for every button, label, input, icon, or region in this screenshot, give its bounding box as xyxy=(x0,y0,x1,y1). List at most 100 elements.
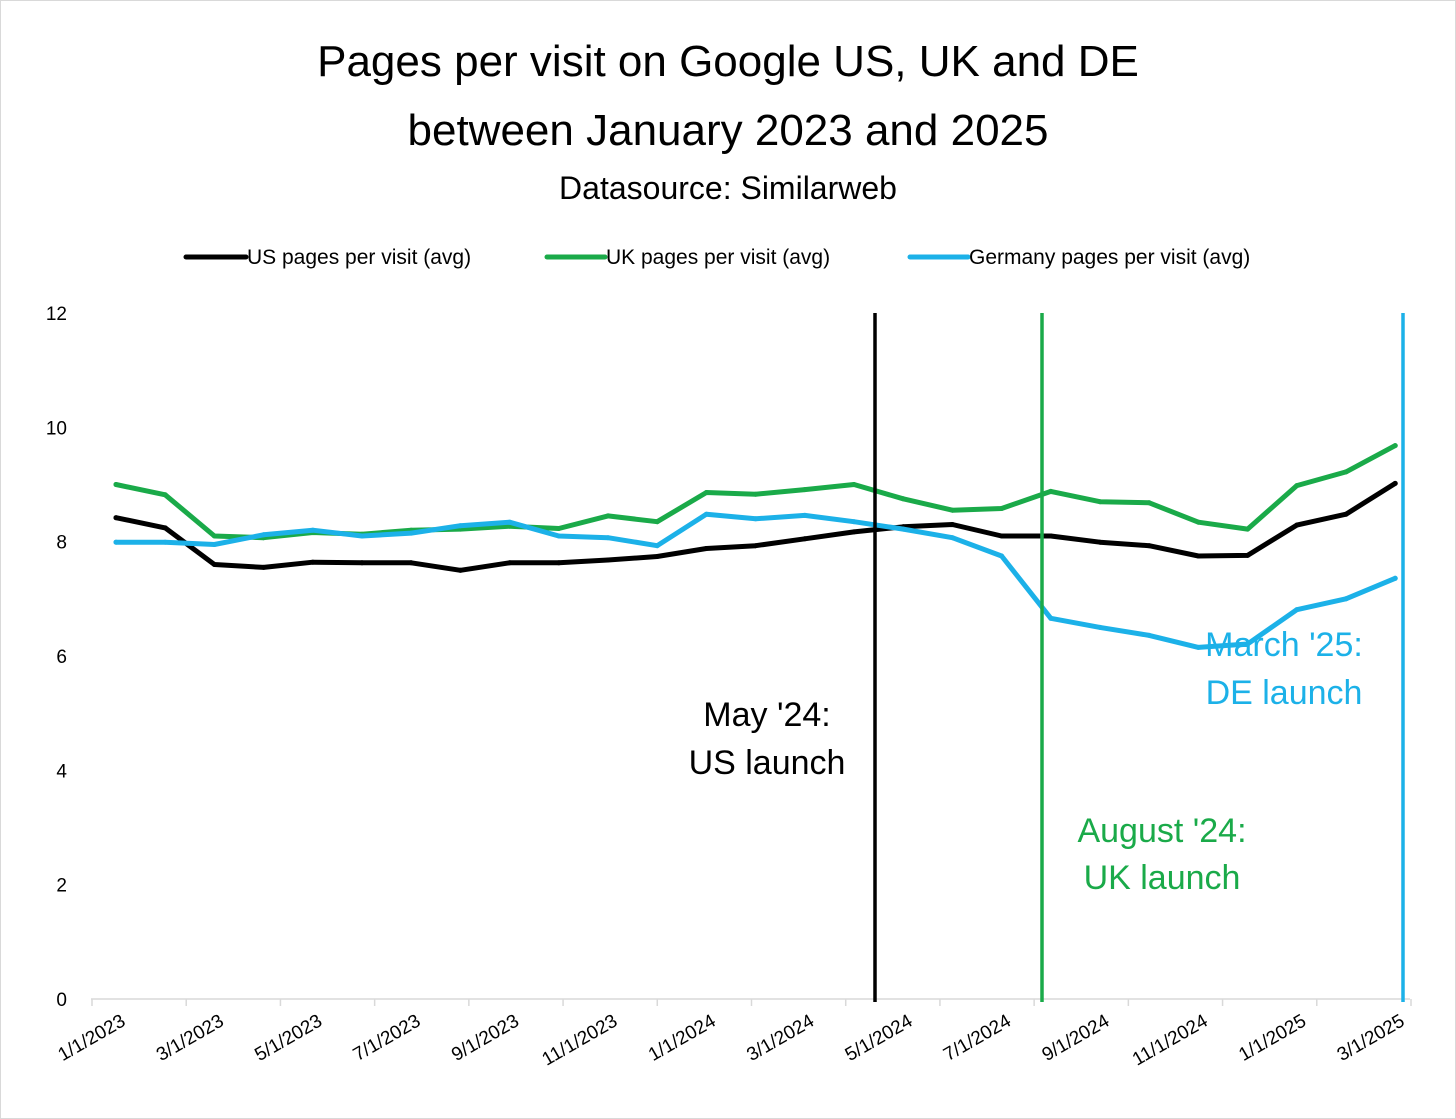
x-tick-label: 11/1/2023 xyxy=(539,1011,621,1071)
data-point xyxy=(113,482,119,487)
x-tick-label: 5/1/2023 xyxy=(251,1011,326,1066)
data-point xyxy=(1146,632,1152,638)
x-tick-label: 1/1/2024 xyxy=(645,1010,720,1065)
data-point xyxy=(1294,483,1300,489)
data-point xyxy=(703,490,709,495)
x-tick-label: 1/1/2025 xyxy=(1235,1011,1310,1066)
x-axis-ticks: 1/1/2023 3/1/2023 5/1/2023 7/1/2023 9/1/2023… xyxy=(55,1010,1409,1070)
data-point xyxy=(1245,526,1251,532)
data-point xyxy=(211,533,217,539)
data-point xyxy=(1048,615,1054,621)
legend-label-2: UK pages per visit (avg) xyxy=(606,246,830,269)
data-point xyxy=(408,560,414,566)
chart-title-line-1: Pages per visit on Google US, UK and DE xyxy=(317,37,1139,86)
series-line-2 xyxy=(113,443,1398,541)
x-tick-label: 3/1/2024 xyxy=(743,1010,818,1065)
data-point xyxy=(359,560,365,566)
y-tick-label: 2 xyxy=(56,876,67,897)
y-tick-label: 8 xyxy=(56,533,67,554)
data-point xyxy=(999,533,1005,539)
data-point xyxy=(1245,552,1251,558)
data-point xyxy=(113,539,119,545)
data-point xyxy=(1195,553,1201,559)
data-point xyxy=(556,533,562,539)
x-tick-label: 1/1/2023 xyxy=(55,1011,130,1066)
chart-subtitle: Datasource: Similarweb xyxy=(559,170,897,206)
data-point xyxy=(753,516,759,522)
data-point xyxy=(1294,607,1300,613)
data-point xyxy=(605,557,611,563)
data-point xyxy=(457,523,463,529)
data-point xyxy=(310,527,316,533)
chart-title-line-2: between January 2023 and 2025 xyxy=(407,106,1049,155)
data-point xyxy=(556,526,562,531)
data-point xyxy=(802,536,808,542)
launch-label-1-line-2: US launch xyxy=(689,744,846,782)
launch-label-1-line-1: May '24: xyxy=(703,696,830,734)
data-point xyxy=(851,519,857,525)
launch-label-3-line-1: March '25: xyxy=(1205,626,1363,664)
data-point xyxy=(851,529,857,535)
y-tick-label: 10 xyxy=(46,418,67,439)
data-point xyxy=(999,553,1005,559)
data-point xyxy=(1343,511,1349,517)
data-point xyxy=(211,542,217,547)
x-tick-label: 3/1/2023 xyxy=(153,1011,228,1066)
data-point xyxy=(1195,519,1201,525)
y-tick-label: 12 xyxy=(46,304,67,325)
data-point xyxy=(457,567,463,573)
data-point xyxy=(802,487,808,493)
data-point xyxy=(1097,539,1103,545)
x-tick-label: 5/1/2024 xyxy=(842,1010,917,1065)
data-point xyxy=(1097,624,1103,630)
data-point xyxy=(113,515,119,521)
data-point xyxy=(408,530,414,536)
data-point xyxy=(261,532,267,538)
data-point xyxy=(900,496,906,502)
series-lines xyxy=(113,443,1398,650)
data-point xyxy=(753,491,759,497)
legend: US pages per visit (avg) UK pages per vis… xyxy=(183,246,1250,269)
data-point xyxy=(1343,469,1349,475)
data-point xyxy=(999,506,1005,511)
y-tick-label: 4 xyxy=(56,761,67,782)
launch-label-3-line-2: DE launch xyxy=(1206,674,1363,712)
data-point xyxy=(1048,533,1054,539)
y-tick-label: 6 xyxy=(56,647,67,668)
data-point xyxy=(1392,575,1398,581)
data-point xyxy=(802,512,808,518)
data-point xyxy=(605,535,611,541)
data-point xyxy=(703,511,709,517)
data-point xyxy=(1146,543,1152,549)
data-point xyxy=(1392,443,1398,449)
data-point xyxy=(1097,499,1103,505)
data-point xyxy=(211,562,217,567)
x-tick-label: 7/1/2024 xyxy=(940,1010,1015,1065)
data-point xyxy=(1343,596,1349,602)
data-point xyxy=(1146,500,1152,506)
data-point xyxy=(605,513,611,519)
data-point xyxy=(949,535,955,541)
data-point xyxy=(162,492,168,498)
legend-label-1: US pages per visit (avg) xyxy=(247,246,471,269)
data-point xyxy=(1245,641,1251,647)
data-point xyxy=(900,526,906,532)
data-point xyxy=(654,543,660,549)
y-axis-ticks: 0 2 4 6 8 10 12 xyxy=(46,304,68,1011)
data-point xyxy=(1195,644,1201,650)
data-point xyxy=(949,507,955,513)
x-tick-label: 11/1/2024 xyxy=(1129,1010,1212,1070)
launch-label-2-line-2: UK launch xyxy=(1084,859,1241,897)
data-point xyxy=(162,539,168,545)
x-tick-label: 9/1/2024 xyxy=(1039,1010,1114,1065)
data-point xyxy=(654,554,660,559)
y-tick-label: 0 xyxy=(56,990,67,1011)
x-tick-label: 7/1/2023 xyxy=(350,1011,425,1066)
launch-label-2-line-1: August '24: xyxy=(1077,812,1246,850)
data-point xyxy=(162,525,168,531)
data-point xyxy=(359,533,365,539)
data-point xyxy=(753,543,759,549)
legend-label-3: Germany pages per visit (avg) xyxy=(969,246,1250,269)
